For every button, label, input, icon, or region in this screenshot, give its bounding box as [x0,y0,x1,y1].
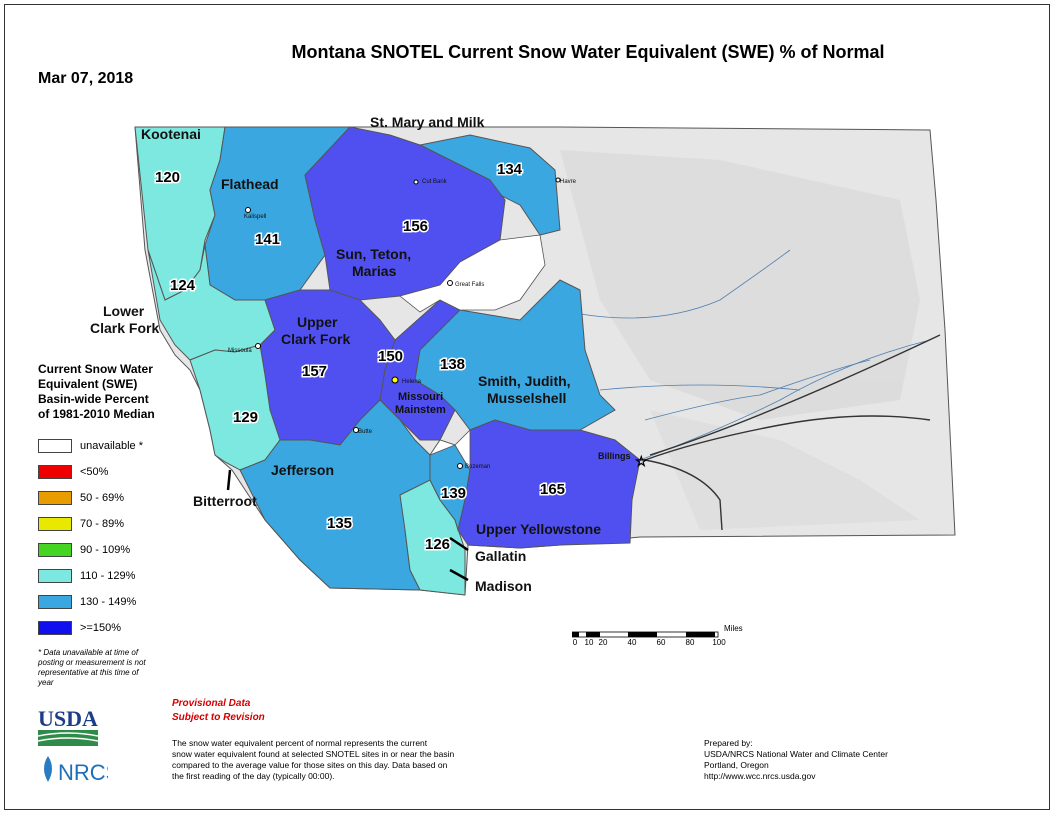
legend-item: 90 - 109% [38,542,130,558]
label-flathead: Flathead [221,176,279,192]
city-cut-bank: Cut Bank [422,179,448,185]
legend-label: <50% [80,466,109,478]
scale-bar: 0 10 20 40 60 80 100 Miles [571,624,752,647]
scale-tick: 100 [712,638,726,647]
label-jefferson: Jefferson [271,462,334,478]
scale-tick: 0 [572,638,578,647]
unavailable-patch-bozeman [428,429,471,472]
basin-upper-yellowstone[interactable] [457,419,641,549]
city-helena: Helena [402,379,422,385]
legend-label: 90 - 109% [80,544,131,556]
label-sun-1: Sun, Teton, [336,246,411,262]
legend-label: 50 - 69% [80,492,125,504]
label-ucf-2: Clark Fork [281,331,350,347]
legend-title: Current Snow Water Equivalent (SWE) Basi… [38,362,155,421]
label-upper-yellowstone: Upper Yellowstone [476,521,601,537]
legend-label: 70 - 89% [80,518,125,530]
label-lcf-1: Lower [103,303,145,319]
value-bitterroot: 129 [233,409,258,426]
description: The snow water equivalent percent of nor… [172,738,455,781]
city-markers: Kalispell Missoula Great Falls Helena Bu… [228,177,648,470]
legend-label: 130 - 149% [80,596,137,608]
map-frame [4,4,1050,810]
legend-swatch [38,569,72,583]
legend-label: 110 - 129% [80,570,136,582]
unavailable-note: * Data unavailable at time of posting or… [38,648,146,687]
city-missoula: Missoula [228,348,252,354]
legend-swatch [38,465,72,479]
city-bozeman: Bozeman [465,464,490,470]
value-madison: 126 [425,536,450,553]
value-jefferson: 135 [327,515,352,532]
legend-swatch [38,517,72,531]
label-sjm-1: Smith, Judith, [478,373,571,389]
scale-tick: 20 [598,638,608,647]
value-kootenai: 120 [155,169,180,186]
map-title: Montana SNOTEL Current Snow Water Equiva… [291,42,885,62]
svg-text:NRCS: NRCS [58,760,108,785]
legend-item: unavailable * [38,438,143,454]
svg-text:USDA: USDA [38,706,98,731]
value-gallatin: 139 [441,485,466,502]
label-lcf-2: Clark Fork [90,320,159,336]
city-kalispell: Kalispell [244,214,266,220]
value-lcf: 124 [170,277,196,294]
value-mm: 150 [378,348,403,365]
legend-item: 70 - 89% [38,516,124,532]
value-sun: 156 [403,218,428,235]
label-madison: Madison [475,578,532,594]
eastern-terrain [560,150,920,530]
scale-tick: 60 [656,638,666,647]
legend-swatch [38,621,72,635]
city-havre: Havre [560,179,577,185]
city-great-falls: Great Falls [455,282,484,288]
legend-item: 110 - 129% [38,568,135,584]
city-billings: Billings [598,451,631,461]
unavailable-patch-great-falls [399,234,546,313]
label-mm-2: Mainstem [395,404,446,416]
legend-swatch [38,543,72,557]
scale-tick: 40 [627,638,637,647]
legend-item: >=150% [38,620,121,636]
label-kootenai: Kootenai [141,126,201,142]
value-sjm: 138 [440,356,465,373]
label-mm-1: Missouri [398,391,443,403]
value-flathead: 141 [255,231,280,248]
city-butte: Butte [358,429,373,435]
legend-label: >=150% [80,622,121,634]
billings-star-icon: ☆ [635,453,648,469]
label-gallatin: Gallatin [475,548,526,564]
legend-item: <50% [38,464,108,480]
scale-tick: 10 [584,638,594,647]
label-st-mary: St. Mary and Milk [370,114,485,130]
value-st-mary: 134 [497,161,523,178]
label-ucf-1: Upper [297,314,338,330]
nrcs-logo: NRCS [38,752,120,793]
map-date: Mar 07, 2018 [38,70,134,87]
leader-lines [226,469,469,582]
value-upper-yellowstone: 165 [540,481,565,498]
value-ucf: 157 [302,363,327,380]
legend-swatch [38,595,72,609]
label-sun-2: Marias [352,263,397,279]
scale-unit: Miles [724,624,743,633]
legend-item: 50 - 69% [38,490,124,506]
prepared-by: Prepared by: USDA/NRCS National Water an… [704,738,888,781]
label-sjm-2: Musselshell [487,390,566,406]
legend-swatch [38,491,72,505]
usda-logo: USDA [37,706,100,753]
legend-label: unavailable * [80,440,143,452]
scale-tick: 80 [685,638,695,647]
provisional-notice: Provisional Data Subject to Revision [172,698,265,723]
legend-swatch [38,439,72,453]
legend-item: 130 - 149% [38,594,136,610]
label-bitterroot: Bitterroot [193,493,257,509]
